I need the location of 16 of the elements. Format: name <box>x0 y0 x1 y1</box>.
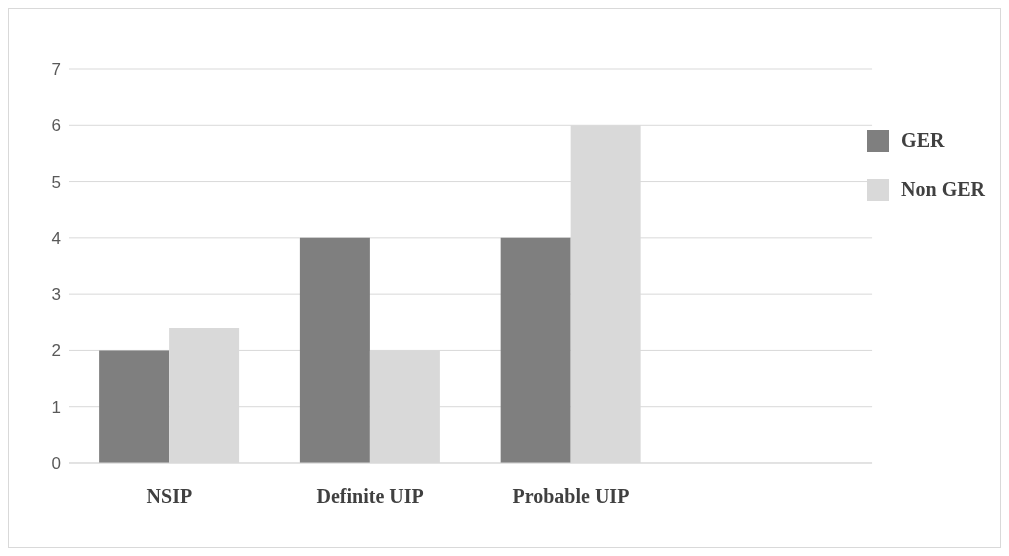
x-tick-label: NSIP <box>146 485 193 508</box>
y-tick-label: 0 <box>51 454 61 474</box>
y-tick-label: 2 <box>51 341 61 361</box>
y-tick-label: 6 <box>51 116 61 136</box>
legend-label: GER <box>901 129 945 152</box>
bar <box>99 350 170 463</box>
y-tick-label: 7 <box>51 60 61 80</box>
bar <box>500 237 571 463</box>
y-tick-label: 3 <box>51 285 61 305</box>
y-tick-label: 5 <box>51 172 61 192</box>
x-tick-label: Definite UIP <box>316 485 424 508</box>
y-tick-label: 4 <box>51 228 61 248</box>
x-tick-label: Probable UIP <box>512 485 630 508</box>
legend-label: Non GER <box>901 178 985 201</box>
y-tick-label: 1 <box>51 397 61 417</box>
bar <box>299 237 370 463</box>
